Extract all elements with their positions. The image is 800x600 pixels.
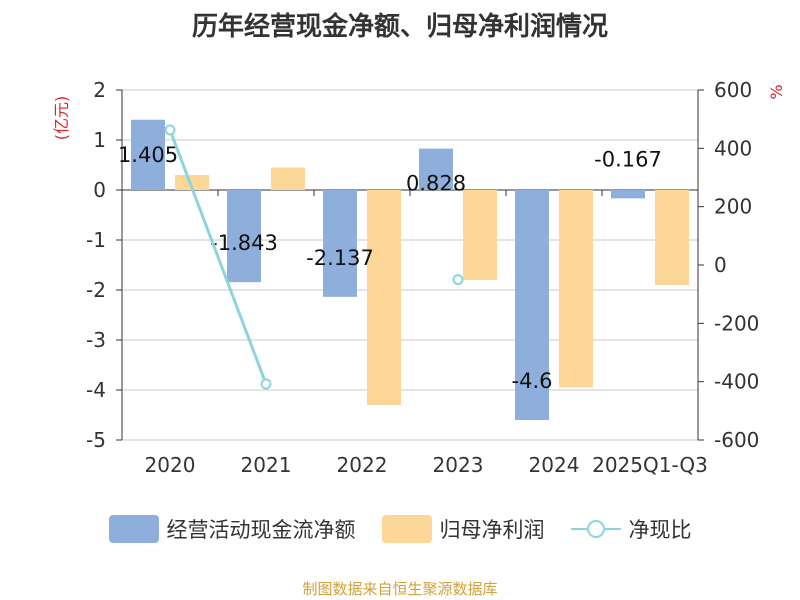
point-cash-ratio — [452, 274, 464, 286]
y-right-tick-label: 600 — [714, 78, 752, 102]
x-tick-label: 2022 — [337, 453, 388, 477]
legend-swatch-net-profit — [381, 515, 432, 543]
legend-item-net-profit[interactable]: 归母净利润 — [381, 514, 545, 544]
legend-label-cash-ratio: 净现比 — [628, 518, 692, 542]
y-left-tick-label: 0 — [93, 178, 106, 202]
legend-item-cashflow[interactable]: 经营活动现金流净额 — [108, 514, 356, 544]
y-right-tick-label: -200 — [714, 311, 759, 335]
line-cash-ratio — [168, 129, 268, 385]
chart-title: 历年经营现金净额、归母净利润情况 — [191, 12, 608, 42]
data-label-cashflow: -4.6 — [512, 369, 553, 393]
x-tick-label: 2021 — [241, 453, 292, 477]
x-tick-label: 2024 — [529, 453, 580, 477]
y-right-tick-label: 200 — [714, 195, 752, 219]
x-tick-label: 2025Q1-Q3 — [592, 453, 708, 477]
bar-cashflow — [611, 190, 645, 199]
y-left-tick-label: 2 — [93, 78, 106, 102]
bar-net-profit — [367, 190, 401, 405]
y-right-tick-label: -600 — [714, 428, 759, 452]
bar-net-profit — [655, 190, 689, 285]
y-left-axis-title: (亿元) — [52, 96, 71, 141]
legend-swatch-cashflow — [108, 515, 159, 543]
point-cash-ratio — [260, 378, 272, 390]
bar-cashflow — [131, 119, 165, 190]
y-right-tick-label: 0 — [714, 253, 727, 277]
point-cash-ratio — [164, 124, 176, 136]
legend: 经营活动现金流净额 归母净利润 净现比 — [0, 514, 800, 544]
bar-net-profit — [271, 167, 305, 190]
bar-net-profit — [559, 190, 593, 388]
data-label-cashflow: 1.405 — [118, 143, 178, 167]
y-right-tick-label: -400 — [714, 370, 759, 394]
y-left-tick-label: -3 — [86, 328, 106, 352]
x-tick-label: 2023 — [433, 453, 484, 477]
chart-area: 2 1 0 -1 -2 -3 -4 -5 600 400 200 0 -200 -400 -600 (亿元)%… — [52, 78, 786, 477]
y-left-tick-label: -1 — [86, 228, 106, 252]
legend-label-net-profit: 归母净利润 — [439, 518, 545, 542]
y-right-tick-label: 400 — [714, 136, 752, 160]
legend-label-cashflow: 经营活动现金流净额 — [166, 518, 356, 542]
y-left-tick-label: -5 — [86, 428, 106, 452]
bar-net-profit — [175, 175, 209, 190]
bar-cashflow — [419, 148, 453, 190]
data-label-cashflow: 0.828 — [406, 172, 466, 196]
legend-item-cash-ratio[interactable]: 净现比 — [570, 514, 692, 544]
y-left-tick-label: 1 — [93, 128, 106, 152]
y-right-axis-title: % — [767, 84, 786, 99]
source-note: 制图数据来自恒生聚源数据库 — [302, 580, 498, 598]
bar-net-profit — [463, 190, 497, 280]
y-left-tick-label: -2 — [86, 278, 106, 302]
data-label-cashflow: -1.843 — [210, 231, 278, 255]
data-label-cashflow: -2.137 — [306, 246, 374, 270]
data-label-cashflow: -0.167 — [594, 147, 662, 171]
bar-cashflow — [323, 190, 357, 297]
legend-swatch-cash-ratio — [570, 515, 621, 543]
x-tick-label: 2020 — [145, 453, 196, 477]
bar-cashflow — [227, 190, 261, 283]
bar-cashflow — [515, 190, 549, 420]
y-left-tick-label: -4 — [86, 378, 106, 402]
